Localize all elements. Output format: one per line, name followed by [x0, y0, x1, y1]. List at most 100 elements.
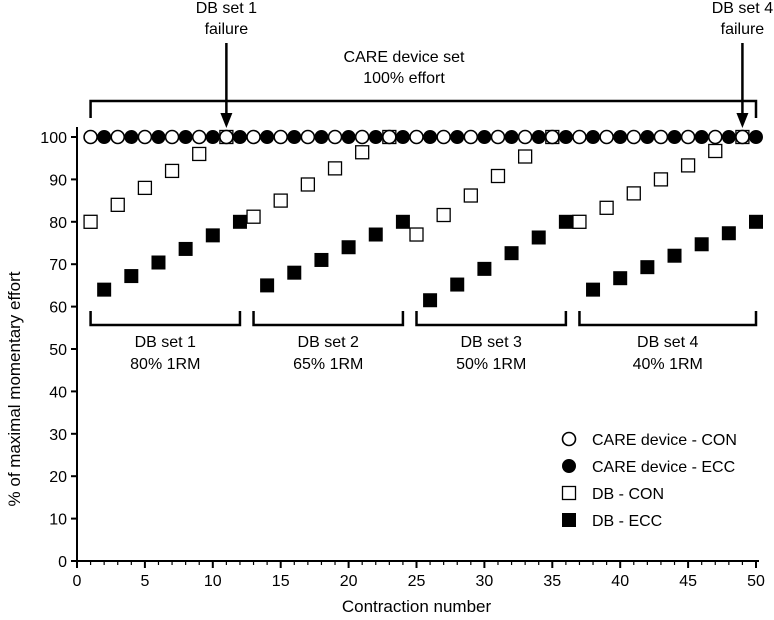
point-care-device-con: [626, 129, 642, 145]
legend-item-db-ecc: DB - ECC: [562, 513, 662, 530]
care-set-label: CARE device set: [344, 49, 465, 66]
point-care-device-con: [137, 129, 153, 145]
point-db-con: [246, 209, 261, 224]
x-tick-label: 20: [340, 573, 358, 590]
point-care-device-ecc: [151, 130, 166, 144]
legend-item-care-device-con: CARE device - CON: [561, 431, 737, 449]
legend-item-care-device-ecc: CARE device - ECC: [562, 459, 735, 476]
point-db-con: [409, 227, 424, 242]
care-set-bracket: [89, 99, 758, 118]
point-care-device-ecc: [368, 130, 383, 144]
point-care-device-ecc: [450, 130, 465, 144]
point-care-device-con: [572, 129, 587, 145]
failure-label: DB set 1: [196, 0, 257, 17]
db-set-bracket: [578, 311, 758, 327]
point-db-ecc: [640, 260, 655, 275]
point-db-con: [708, 143, 723, 159]
legend-item-db-con: DB - CON: [561, 485, 664, 503]
x-tick-label: 15: [272, 573, 290, 590]
point-care-device-con: [219, 129, 234, 145]
point-db-con: [517, 149, 533, 164]
point-care-device-con: [544, 129, 560, 145]
db-set-label: DB set 4: [637, 334, 698, 351]
point-care-device-con: [354, 129, 370, 145]
point-care-device-con: [83, 129, 98, 145]
point-care-device-con: [490, 129, 506, 145]
point-db-con: [273, 193, 288, 208]
y-tick-label: 60: [49, 300, 67, 317]
point-db-ecc: [260, 278, 275, 293]
point-care-device-ecc: [205, 130, 220, 144]
y-tick-label: 80: [49, 215, 67, 232]
db-set-bracket: [415, 311, 568, 327]
failure-arrow-head: [220, 113, 233, 128]
y-tick-label: 10: [49, 512, 67, 529]
point-care-device-con: [707, 129, 723, 145]
db-set-load-label: 80% 1RM: [130, 356, 200, 373]
point-db-ecc: [450, 277, 465, 292]
point-db-ecc: [558, 214, 573, 229]
point-db-ecc: [151, 255, 166, 270]
y-tick-label: 100: [40, 130, 67, 147]
point-db-con: [653, 172, 669, 187]
point-db-ecc: [504, 246, 519, 261]
point-care-device-con: [327, 129, 343, 145]
db-set-bracket: [89, 311, 242, 327]
point-db-con: [137, 180, 153, 196]
point-care-device-ecc: [232, 130, 247, 144]
legend-marker: [562, 513, 576, 527]
point-db-con: [680, 158, 696, 173]
point-care-device-con: [517, 129, 533, 145]
point-db-con: [164, 163, 180, 179]
series-db-con: [83, 129, 750, 242]
point-db-con: [327, 161, 343, 176]
db-set-label: DB set 2: [298, 334, 359, 351]
x-axis-title: Contraction number: [342, 597, 492, 616]
point-db-con: [572, 214, 587, 229]
point-db-con: [83, 214, 98, 229]
point-care-device-ecc: [287, 130, 302, 144]
y-tick-label: 0: [58, 554, 67, 571]
point-care-device-con: [191, 129, 207, 145]
point-care-device-con: [164, 129, 180, 145]
point-db-con: [599, 200, 614, 215]
legend-label: CARE device - CON: [592, 432, 737, 449]
point-care-device-ecc: [314, 130, 329, 144]
point-db-ecc: [395, 214, 410, 229]
point-db-ecc: [97, 282, 112, 297]
y-axis-title: % of maximal momentary effort: [5, 271, 24, 506]
point-care-device-con: [599, 129, 614, 145]
x-tick-label: 35: [543, 573, 561, 590]
point-care-device-ecc: [423, 130, 438, 144]
point-care-device-ecc: [640, 130, 655, 144]
point-db-ecc: [531, 230, 546, 245]
point-db-ecc: [477, 261, 492, 276]
point-db-ecc: [694, 237, 709, 252]
point-care-device-ecc: [721, 130, 736, 144]
point-care-device-con: [382, 129, 397, 145]
db-set-load-label: 50% 1RM: [456, 356, 526, 373]
x-tick-label: 40: [611, 573, 629, 590]
point-db-ecc: [423, 293, 438, 308]
point-care-device-ecc: [260, 130, 275, 144]
point-care-device-ecc: [477, 130, 492, 144]
y-tick-label: 90: [49, 172, 67, 189]
point-care-device-con: [436, 129, 451, 145]
legend: CARE device - CON CARE device - ECC DB - C…: [561, 431, 737, 530]
point-care-device-ecc: [178, 130, 193, 144]
failure-label: DB set 4: [712, 0, 773, 17]
point-db-ecc: [721, 226, 736, 241]
db-set-load-label: 65% 1RM: [293, 356, 363, 373]
point-db-con: [300, 177, 316, 192]
point-care-device-con: [409, 129, 424, 145]
x-tick-label: 0: [73, 573, 82, 590]
failure-sublabel: failure: [205, 21, 249, 38]
point-db-ecc: [749, 214, 763, 229]
y-tick-label: 50: [49, 342, 67, 359]
point-care-device-ecc: [667, 130, 682, 144]
x-tick-label: 45: [679, 573, 697, 590]
point-db-con: [490, 168, 506, 184]
point-care-device-con: [653, 129, 669, 145]
point-db-ecc: [287, 265, 302, 280]
